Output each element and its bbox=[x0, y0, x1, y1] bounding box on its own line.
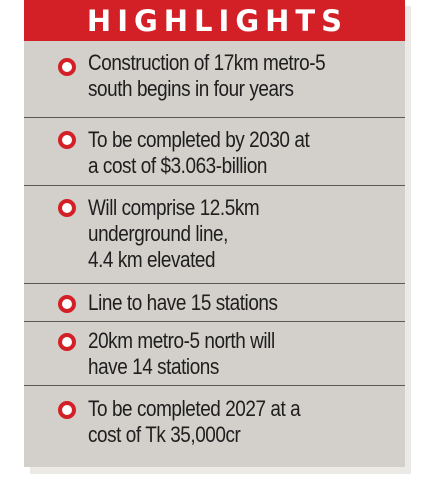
highlight-line: cost of Tk 35,000cr bbox=[88, 422, 241, 447]
panel-shadow-bottom bbox=[30, 467, 411, 474]
highlight-line: To be completed by 2030 at bbox=[88, 127, 310, 152]
highlight-line: underground line, bbox=[88, 221, 228, 246]
highlight-line: have 14 stations bbox=[88, 354, 219, 379]
highlight-text: 20km metro-5 north will have 14 stations bbox=[88, 328, 354, 380]
highlight-line: Will comprise 12.5km bbox=[88, 195, 260, 220]
highlight-line: Line to have 15 stations bbox=[88, 290, 278, 315]
bullet-icon bbox=[58, 401, 76, 419]
bullet-icon bbox=[58, 58, 76, 76]
highlight-item: Construction of 17km metro-5 south begin… bbox=[24, 41, 405, 118]
bullet-icon bbox=[58, 333, 76, 351]
highlight-text: To be completed by 2030 at a cost of $3.… bbox=[88, 127, 354, 179]
panel-shadow-right bbox=[405, 6, 411, 474]
highlights-header: HIGHLIGHTS bbox=[24, 0, 405, 41]
highlight-item: Line to have 15 stations bbox=[24, 284, 405, 322]
highlight-item: To be completed 2027 at a cost of Tk 35,… bbox=[24, 386, 405, 456]
highlight-item: Will comprise 12.5km underground line, 4… bbox=[24, 186, 405, 284]
bullet-icon bbox=[58, 131, 76, 149]
highlight-text: Construction of 17km metro-5 south begin… bbox=[88, 50, 354, 102]
highlights-list: Construction of 17km metro-5 south begin… bbox=[24, 41, 405, 456]
highlight-text: Line to have 15 stations bbox=[88, 290, 354, 316]
highlights-panel: HIGHLIGHTS Construction of 17km metro-5 … bbox=[24, 0, 405, 467]
highlight-line: 4.4 km elevated bbox=[88, 247, 216, 272]
highlight-text: To be completed 2027 at a cost of Tk 35,… bbox=[88, 396, 354, 448]
highlight-line: a cost of $3.063-billion bbox=[88, 153, 268, 178]
highlight-item: To be completed by 2030 at a cost of $3.… bbox=[24, 118, 405, 186]
highlight-line: 20km metro-5 north will bbox=[88, 328, 275, 353]
bullet-icon bbox=[58, 199, 76, 217]
highlight-line: Construction of 17km metro-5 bbox=[88, 50, 326, 75]
highlight-text: Will comprise 12.5km underground line, 4… bbox=[88, 195, 354, 273]
highlight-line: To be completed 2027 at a bbox=[88, 396, 301, 421]
bullet-icon bbox=[58, 295, 76, 313]
highlights-title: HIGHLIGHTS bbox=[86, 3, 349, 38]
highlight-item: 20km metro-5 north will have 14 stations bbox=[24, 322, 405, 386]
highlight-line: south begins in four years bbox=[88, 76, 294, 101]
